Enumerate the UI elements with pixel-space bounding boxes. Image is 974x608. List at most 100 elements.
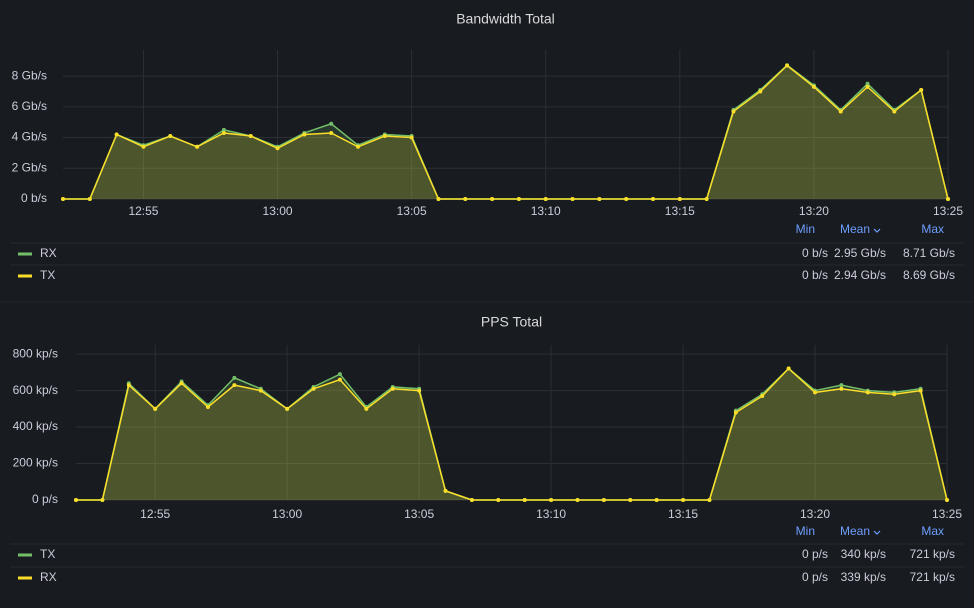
data-point (865, 84, 870, 89)
legend-swatch (18, 576, 32, 580)
data-point (919, 87, 924, 92)
data-point (221, 127, 226, 132)
series-line (76, 367, 948, 501)
legend-stat: 0 p/s (802, 547, 828, 561)
data-point (443, 488, 448, 493)
legend-stat: 2.95 Gb/s (834, 246, 886, 260)
legend-column-header[interactable]: Mean (840, 222, 870, 236)
y-tick-label: 6 Gb/s (12, 99, 47, 113)
data-point (232, 383, 237, 388)
data-point (436, 197, 441, 201)
data-point (516, 197, 521, 201)
y-tick-label: 400 kp/s (13, 419, 58, 433)
data-point (74, 498, 78, 502)
data-point (628, 498, 633, 502)
data-point (61, 197, 65, 201)
legend-stat: 721 kp/s (910, 547, 955, 561)
data-point (275, 146, 280, 151)
data-point (601, 498, 606, 502)
legend-entry[interactable]: TX (40, 547, 55, 561)
legend-swatch (18, 252, 32, 256)
sort-chevron (873, 228, 881, 233)
legend-stat: 339 kp/s (841, 570, 886, 584)
data-point (496, 498, 501, 502)
legend-entry[interactable]: TX (40, 268, 55, 282)
data-point (168, 134, 173, 139)
data-point (677, 197, 682, 201)
data-point (100, 498, 105, 502)
data-point (337, 372, 342, 377)
legend-column-header[interactable]: Min (796, 222, 815, 236)
x-tick-label: 13:05 (397, 204, 427, 218)
data-point (126, 383, 131, 388)
y-tick-label: 600 kp/s (13, 383, 58, 397)
data-point (839, 383, 844, 388)
data-point (651, 197, 655, 201)
x-tick-label: 13:15 (668, 507, 698, 521)
x-tick-label: 13:00 (263, 204, 293, 218)
y-tick-label: 2 Gb/s (12, 160, 47, 174)
data-point (195, 144, 200, 149)
data-point (114, 132, 119, 137)
legend-column-header[interactable]: Max (921, 222, 944, 236)
data-point (624, 197, 629, 201)
legend-stat: 8.71 Gb/s (903, 246, 955, 260)
legend-swatch (18, 553, 32, 557)
x-tick-label: 13:20 (799, 204, 829, 218)
data-point (364, 406, 369, 411)
series-area (76, 368, 947, 500)
legend-entry[interactable]: RX (40, 246, 57, 260)
data-point (945, 498, 949, 502)
data-point (382, 134, 387, 139)
data-point (417, 388, 422, 393)
data-point (302, 132, 307, 137)
y-tick-label: 8 Gb/s (12, 68, 47, 82)
panel-title: Bandwidth Total (456, 11, 555, 27)
data-point (356, 144, 360, 149)
sort-chevron (873, 530, 881, 535)
data-point (221, 130, 226, 135)
panel-title: PPS Total (481, 314, 542, 330)
data-point (329, 130, 334, 135)
data-point (785, 63, 790, 68)
legend-stat: 721 kp/s (910, 570, 955, 584)
x-tick-label: 12:55 (140, 507, 170, 521)
data-point (409, 135, 414, 140)
data-point (813, 390, 818, 395)
data-point (285, 406, 290, 411)
legend-column-header[interactable]: Min (796, 524, 815, 538)
data-point (707, 498, 712, 502)
data-point (865, 81, 870, 86)
data-point (248, 134, 253, 139)
y-tick-label: 200 kp/s (13, 456, 58, 470)
data-point (946, 197, 950, 201)
data-point (892, 109, 897, 114)
legend-entry[interactable]: RX (40, 570, 57, 584)
legend-stat: 0 b/s (802, 246, 828, 260)
data-point (760, 394, 765, 399)
data-point (490, 197, 495, 201)
legend-column-header[interactable]: Mean (840, 524, 870, 538)
data-point (570, 197, 575, 201)
x-tick-label: 13:20 (800, 507, 830, 521)
legend-column-header[interactable]: Max (921, 524, 944, 538)
data-point (839, 386, 844, 391)
data-point (865, 390, 870, 395)
y-tick-label: 0 p/s (32, 492, 58, 506)
legend-stat: 2.94 Gb/s (834, 268, 886, 282)
data-point (179, 381, 184, 386)
data-point (463, 197, 468, 201)
data-point (597, 197, 602, 201)
x-tick-label: 12:55 (128, 204, 158, 218)
legend-stat: 340 kp/s (841, 547, 886, 561)
data-point (337, 377, 342, 382)
series-area (76, 368, 947, 500)
data-point (918, 388, 923, 393)
data-point (258, 388, 263, 393)
x-tick-label: 13:00 (272, 507, 302, 521)
data-point (811, 84, 816, 89)
data-point (838, 109, 843, 114)
